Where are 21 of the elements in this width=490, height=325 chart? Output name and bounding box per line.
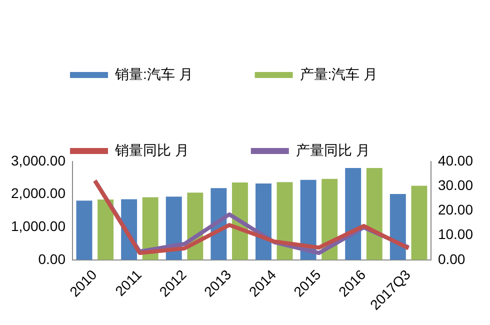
- y-tick-label: 2,000.00: [10, 185, 66, 202]
- legend-label: 销量:汽车 月: [114, 66, 193, 82]
- y-tick-label: 1,000.00: [10, 218, 66, 234]
- y2-tick-label: 0.00: [438, 250, 466, 267]
- y2-tick-label: 20.00: [438, 202, 474, 218]
- y2-tick-label: 30.00: [438, 176, 474, 193]
- bar: [390, 194, 406, 260]
- bar: [345, 168, 362, 260]
- bar: [366, 168, 382, 260]
- bar: [76, 200, 92, 260]
- legend-label: 产量同比 月: [296, 142, 370, 158]
- bar: [411, 186, 428, 260]
- bar: [98, 200, 114, 260]
- legend-label: 销量同比 月: [114, 142, 189, 158]
- y2-tick-label: 10.00: [438, 226, 474, 242]
- legend-label: 产量:汽车 月: [300, 66, 378, 82]
- bar: [256, 183, 272, 260]
- bar: [276, 182, 293, 260]
- y-tick-label: 3,000.00: [10, 152, 66, 168]
- y2-tick-label: 40.00: [438, 152, 474, 168]
- y-tick-label: 0.00: [38, 250, 66, 267]
